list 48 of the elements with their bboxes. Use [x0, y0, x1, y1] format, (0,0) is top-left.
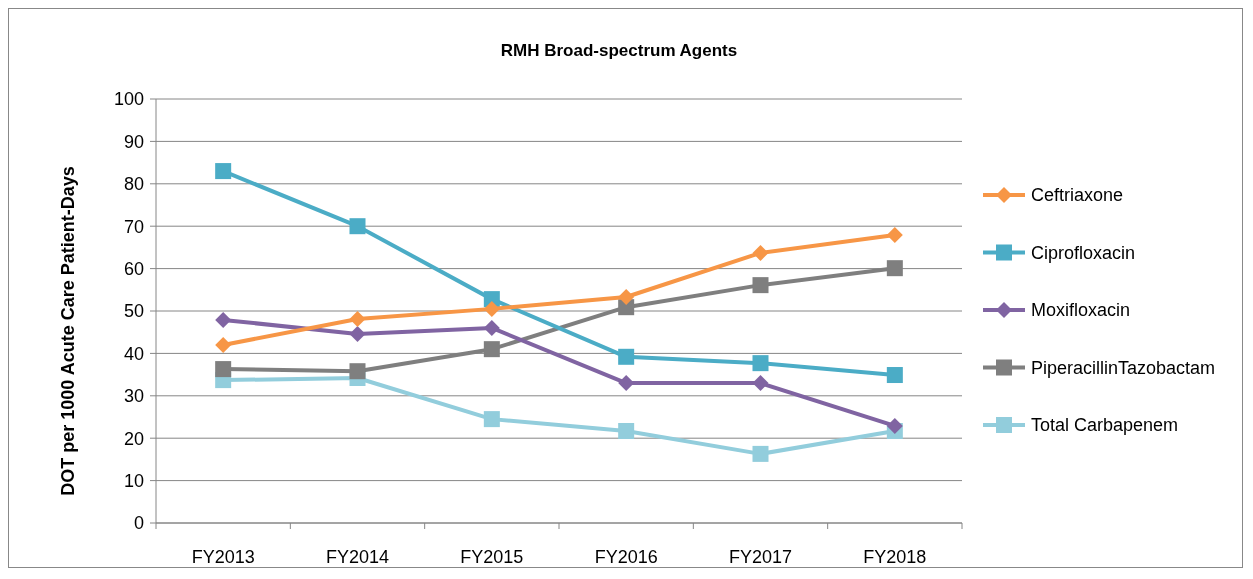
point: [618, 422, 635, 439]
y-tick-label: 80: [123, 174, 144, 195]
y-axis-title: DOT per 1000 Acute Care Patient-Days: [58, 166, 78, 496]
point: [886, 367, 903, 384]
point: [349, 363, 366, 380]
point: [215, 336, 232, 353]
point: [349, 311, 366, 328]
point: [215, 311, 232, 328]
y-tick-label: 70: [123, 216, 144, 237]
y-tick-label: 100: [113, 89, 144, 110]
y-tick-label: 60: [123, 258, 144, 279]
y-tick-label: 90: [123, 131, 144, 152]
point: [752, 244, 769, 261]
point: [886, 227, 903, 244]
point: [618, 348, 635, 365]
y-tick-label: 20: [123, 428, 144, 449]
point: [886, 417, 903, 434]
x-tick-label: FY2014: [325, 547, 390, 567]
point: [483, 411, 500, 428]
y-tick-label: 0: [133, 513, 144, 534]
point: [215, 361, 232, 378]
legend-label: PiperacillinTazobactam: [1031, 357, 1216, 378]
y-tick-label: 10: [123, 470, 144, 491]
legend-label: Ciprofloxacin: [1031, 242, 1136, 263]
point: [483, 300, 500, 317]
y-tick-label: 30: [123, 386, 144, 407]
y-tick-label: 50: [123, 301, 144, 322]
legend-label: Ceftriaxone: [1031, 185, 1124, 206]
legend-label: Moxifloxacin: [1031, 300, 1131, 321]
y-tick-label: 40: [123, 343, 144, 364]
x-tick-label: FY2018: [863, 547, 927, 567]
point: [483, 319, 500, 336]
x-tick-label: FY2013: [191, 547, 255, 567]
chart-title: RMH Broad-spectrum Agents: [500, 41, 738, 60]
point: [349, 218, 366, 235]
point: [752, 277, 769, 294]
point: [752, 445, 769, 462]
x-tick-label: FY2017: [728, 547, 793, 567]
x-tick-label: FY2016: [594, 547, 658, 567]
point: [752, 355, 769, 372]
point: [349, 325, 366, 342]
point: [886, 260, 903, 277]
point: [483, 341, 500, 358]
point: [215, 163, 232, 180]
point: [752, 375, 769, 392]
point: [618, 289, 635, 306]
legend-label: Total Carbapenem: [1031, 415, 1179, 436]
x-tick-label: FY2015: [460, 547, 524, 567]
